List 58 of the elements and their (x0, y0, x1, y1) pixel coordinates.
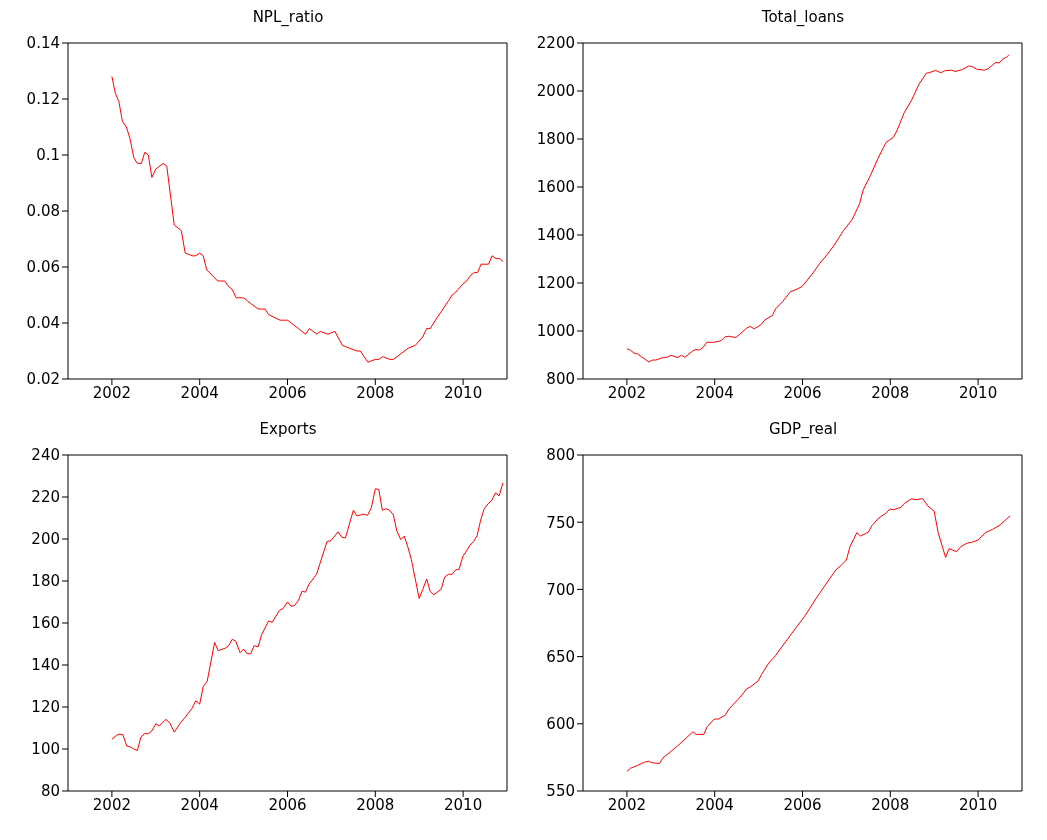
line-series (626, 498, 1011, 773)
y-tick-label: 0.02 (26, 370, 60, 389)
line-series (111, 482, 504, 752)
x-tick-label: 2004 (695, 795, 734, 814)
y-tick-label: 140 (31, 656, 60, 675)
x-tick-label: 2002 (607, 383, 646, 402)
x-tick-label: 2004 (180, 795, 219, 814)
x-tick-label: 2002 (92, 795, 131, 814)
x-tick-label: 2010 (959, 795, 998, 814)
y-tick-label: 1400 (536, 226, 575, 245)
y-tick-label: 0.14 (26, 34, 60, 53)
y-tick-label: 1800 (536, 130, 575, 149)
x-tick-label: 2006 (268, 383, 307, 402)
y-tick-label: 220 (31, 488, 60, 507)
y-tick-label: 2200 (536, 34, 575, 53)
y-tick-label: 0.12 (26, 90, 60, 109)
y-tick-label: 240 (31, 446, 60, 465)
y-tick-label: 2000 (536, 82, 575, 101)
y-tick-label: 0.06 (26, 258, 60, 277)
x-tick-label: 2006 (268, 795, 307, 814)
y-tick-label: 1200 (536, 274, 575, 293)
chart-title: Exports (258, 420, 318, 440)
y-tick-label: 600 (546, 715, 575, 734)
y-tick-label: 0.04 (26, 314, 60, 333)
x-tick-label: 2004 (695, 383, 734, 402)
chart-title: GDP_real (767, 420, 839, 440)
y-tick-label: 750 (546, 513, 575, 532)
y-tick-label: 180 (31, 572, 60, 591)
y-tick-label: 100 (31, 740, 60, 759)
y-tick-label: 700 (546, 580, 575, 599)
x-tick-label: 2010 (444, 795, 483, 814)
chart-title: NPL_ratio (251, 8, 325, 28)
line-series (626, 54, 1010, 363)
x-tick-label: 2002 (607, 795, 646, 814)
y-tick-label: 550 (546, 782, 575, 801)
x-tick-label: 2010 (959, 383, 998, 402)
x-tick-label: 2004 (180, 383, 219, 402)
x-tick-label: 2010 (444, 383, 483, 402)
y-tick-label: 1600 (536, 178, 575, 197)
x-tick-label: 2008 (356, 383, 395, 402)
y-tick-label: 80 (40, 782, 60, 801)
y-tick-label: 800 (546, 370, 575, 389)
y-tick-label: 120 (31, 698, 60, 717)
y-tick-label: 160 (31, 614, 60, 633)
y-tick-label: 0.08 (26, 202, 60, 221)
x-tick-label: 2002 (92, 383, 131, 402)
y-tick-label: 800 (546, 446, 575, 465)
x-tick-label: 2008 (356, 795, 395, 814)
y-tick-label: 650 (546, 647, 575, 666)
y-tick-label: 1000 (536, 322, 575, 341)
x-tick-label: 2006 (783, 383, 822, 402)
chart-title: Total_loans (760, 8, 846, 28)
y-tick-label: 0.1 (36, 146, 60, 165)
x-tick-label: 2006 (783, 795, 822, 814)
line-series (111, 76, 504, 363)
x-tick-label: 2008 (871, 795, 910, 814)
y-tick-label: 200 (31, 530, 60, 549)
x-tick-label: 2008 (871, 383, 910, 402)
